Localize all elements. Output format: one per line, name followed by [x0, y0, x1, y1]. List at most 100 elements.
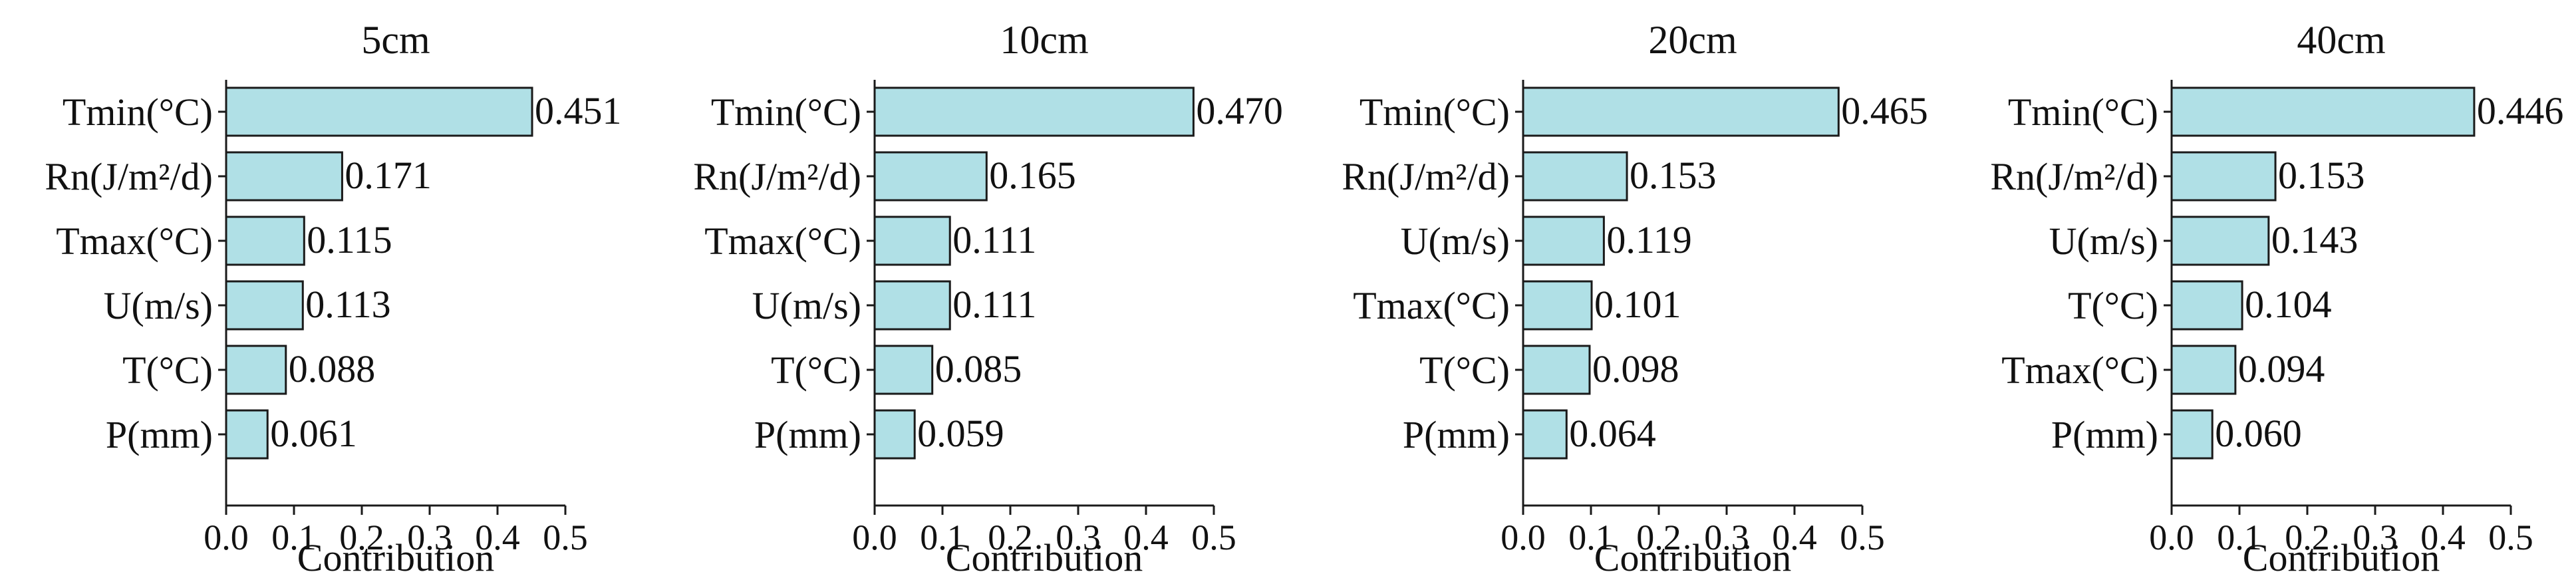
category-label: T(°C)	[1419, 349, 1510, 392]
value-label: 0.088	[289, 347, 376, 390]
category-label: P(mm)	[2051, 413, 2158, 456]
x-tick-label: 0.2	[988, 517, 1033, 557]
x-tick-label: 0.2	[2285, 517, 2330, 557]
x-tick-label: 0.2	[1636, 517, 1681, 557]
chart-panel-10cm: 10cm Tmin(°C) 0.470 Rn(J/m²/d) 0.165 Tmax(°C)…	[693, 18, 1283, 579]
value-label: 0.153	[2278, 154, 2365, 197]
value-label: 0.111	[952, 218, 1036, 261]
value-label: 0.085	[935, 347, 1022, 390]
value-label: 0.104	[2245, 283, 2332, 326]
x-axis-label: Contribution	[297, 536, 494, 579]
bar	[225, 86, 533, 137]
panel-title: 20cm	[1648, 18, 1737, 62]
value-label: 0.060	[2215, 412, 2302, 455]
x-tick-label: 0.0	[852, 517, 897, 557]
bar	[1522, 409, 1568, 460]
panel-title: 5cm	[361, 18, 430, 62]
category-label: T(°C)	[771, 349, 861, 392]
category-label: P(mm)	[754, 413, 861, 456]
bar	[2170, 345, 2237, 395]
bar	[225, 216, 305, 266]
category-label: Rn(J/m²/d)	[1990, 155, 2158, 198]
value-label: 0.451	[535, 89, 622, 132]
category-label: Tmax(°C)	[704, 220, 861, 263]
bar	[225, 280, 304, 331]
value-label: 0.153	[1630, 154, 1717, 197]
value-label: 0.119	[1606, 218, 1691, 261]
value-label: 0.101	[1594, 283, 1681, 326]
x-tick-label: 0.5	[1840, 517, 1885, 557]
value-label: 0.113	[305, 283, 390, 326]
bar	[2170, 151, 2277, 202]
category-label: P(mm)	[1403, 413, 1510, 456]
value-label: 0.098	[1592, 347, 1679, 390]
category-label: U(m/s)	[104, 284, 213, 327]
x-tick-label: 0.1	[920, 517, 965, 557]
value-label: 0.446	[2477, 89, 2564, 132]
bar	[873, 151, 988, 202]
bar	[2170, 216, 2270, 266]
chart-panel-20cm: 20cm Tmin(°C) 0.465 Rn(J/m²/d) 0.153 U(m/s) 0.…	[1342, 18, 1928, 579]
x-tick-label: 0.1	[271, 517, 317, 557]
x-tick-label: 0.0	[1501, 517, 1546, 557]
x-axis-label: Contribution	[946, 536, 1143, 579]
category-label: U(m/s)	[2049, 220, 2158, 263]
x-tick-label: 0.0	[2149, 517, 2194, 557]
category-label: Tmax(°C)	[56, 220, 213, 263]
panel-title: 40cm	[2297, 18, 2385, 62]
category-label: Tmin(°C)	[711, 90, 861, 134]
bar	[873, 409, 916, 460]
category-label: P(mm)	[106, 413, 213, 456]
x-tick-label: 0.3	[1056, 517, 1101, 557]
x-axis-label: Contribution	[1594, 536, 1791, 579]
x-tick-label: 0.3	[407, 517, 452, 557]
category-label: Tmin(°C)	[63, 90, 213, 134]
bar	[873, 345, 934, 395]
chart-panel-5cm: 5cm Tmin(°C) 0.451 Rn(J/m²/d) 0.171 Tmax(°C) 0…	[45, 18, 621, 579]
category-label: Rn(J/m²/d)	[693, 155, 861, 198]
bar	[225, 409, 269, 460]
x-tick-label: 0.5	[2488, 517, 2533, 557]
value-label: 0.059	[917, 412, 1004, 455]
bar	[2170, 280, 2243, 331]
x-tick-label: 0.5	[543, 517, 588, 557]
value-label: 0.061	[270, 412, 357, 455]
bar	[1522, 280, 1593, 331]
x-tick-label: 0.2	[339, 517, 384, 557]
bar	[2170, 86, 2476, 137]
value-label: 0.165	[989, 154, 1076, 197]
panel-title: 10cm	[1000, 18, 1088, 62]
category-label: T(°C)	[122, 349, 213, 392]
bar	[225, 345, 287, 395]
bar	[873, 280, 951, 331]
category-label: Rn(J/m²/d)	[45, 155, 213, 198]
x-tick-label: 0.3	[1704, 517, 1749, 557]
x-tick-label: 0.1	[1568, 517, 1614, 557]
x-tick-label: 0.0	[204, 517, 249, 557]
x-tick-label: 0.4	[2420, 517, 2466, 557]
value-label: 0.111	[952, 283, 1036, 326]
bar	[1522, 216, 1605, 266]
value-label: 0.470	[1196, 89, 1283, 132]
bar	[225, 151, 343, 202]
x-tick-label: 0.4	[475, 517, 520, 557]
value-label: 0.115	[307, 218, 392, 261]
bar	[873, 86, 1195, 137]
bar	[1522, 86, 1840, 137]
bar	[1522, 151, 1628, 202]
x-axis-label: Contribution	[2243, 536, 2440, 579]
x-tick-label: 0.4	[1772, 517, 1817, 557]
category-label: U(m/s)	[752, 284, 861, 327]
chart-panel-40cm: 40cm Tmin(°C) 0.446 Rn(J/m²/d) 0.153 U(m/s) 0.…	[1990, 18, 2563, 579]
category-label: Tmax(°C)	[2001, 349, 2158, 392]
category-label: T(°C)	[2068, 284, 2158, 327]
value-label: 0.143	[2271, 218, 2359, 261]
bar	[2170, 409, 2214, 460]
x-tick-label: 0.5	[1191, 517, 1236, 557]
bar	[1522, 345, 1591, 395]
x-tick-label: 0.1	[2217, 517, 2262, 557]
value-label: 0.171	[345, 154, 432, 197]
value-label: 0.094	[2238, 347, 2325, 390]
value-label: 0.064	[1569, 412, 1656, 455]
